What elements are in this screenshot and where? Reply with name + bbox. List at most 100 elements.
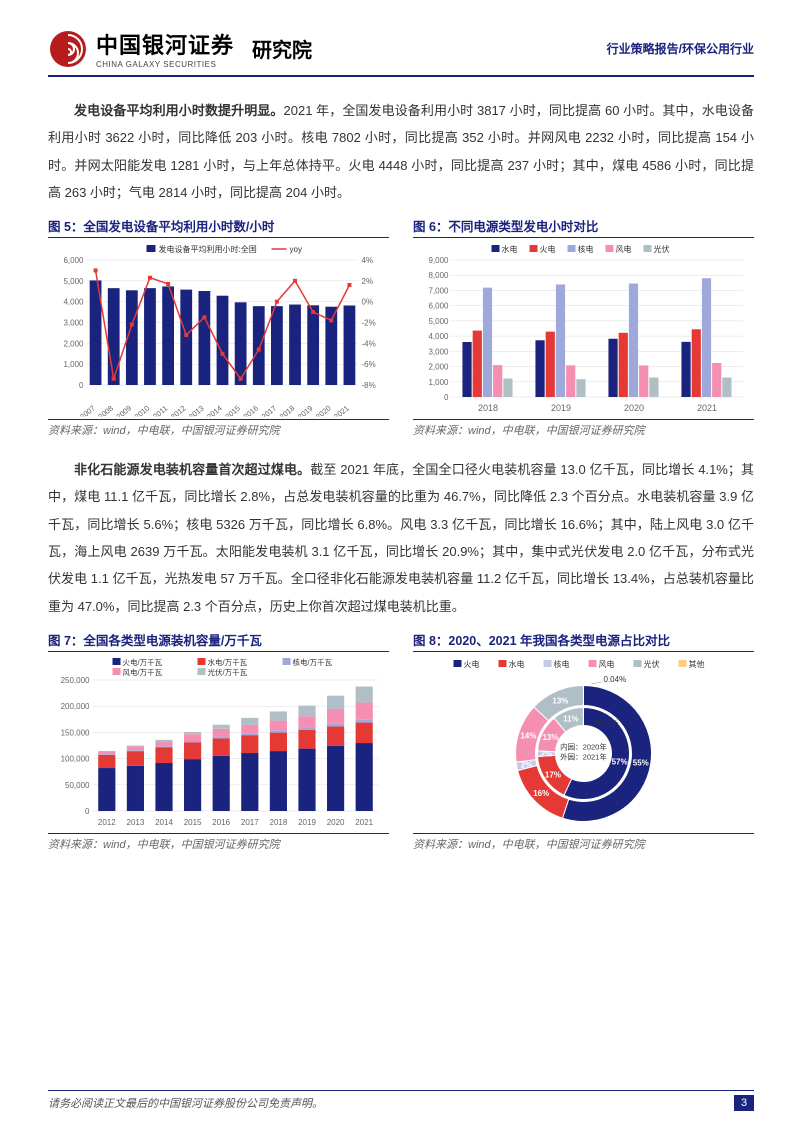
svg-text:-4%: -4% — [362, 340, 376, 349]
svg-text:光伏: 光伏 — [644, 659, 660, 669]
svg-text:2013: 2013 — [187, 404, 206, 417]
svg-text:yoy: yoy — [290, 245, 302, 254]
page-header: 中国银河证券 CHINA GALAXY SECURITIES 研究院 行业策略报… — [48, 28, 754, 77]
svg-text:2%: 2% — [521, 760, 533, 769]
fig5-source: 资料来源：wind，中电联，中国银河证券研究院 — [48, 419, 389, 438]
svg-text:2012: 2012 — [98, 818, 116, 827]
svg-text:2016: 2016 — [212, 818, 230, 827]
page-number: 3 — [734, 1095, 754, 1111]
svg-text:风电: 风电 — [599, 659, 615, 669]
svg-text:13%: 13% — [552, 696, 568, 705]
svg-text:2011: 2011 — [151, 404, 169, 417]
svg-text:55%: 55% — [633, 759, 649, 768]
svg-text:2021: 2021 — [332, 404, 351, 417]
svg-text:2017: 2017 — [241, 818, 259, 827]
para2-lead: 非化石能源发电装机容量首次超过煤电。 — [74, 462, 310, 477]
svg-text:6,000: 6,000 — [428, 302, 449, 311]
svg-text:-6%: -6% — [362, 360, 376, 369]
svg-text:3,000: 3,000 — [63, 319, 84, 328]
svg-text:2009: 2009 — [115, 404, 134, 417]
svg-text:7,000: 7,000 — [428, 287, 449, 296]
logo-en: CHINA GALAXY SECURITIES — [96, 60, 234, 69]
svg-text:0%: 0% — [362, 298, 374, 307]
svg-text:57%: 57% — [612, 758, 628, 767]
svg-text:2010: 2010 — [133, 404, 152, 417]
svg-text:风电: 风电 — [616, 244, 632, 254]
para2-body: 截至 2021 年底，全国全口径火电装机容量 13.0 亿千瓦，同比增长 4.1… — [48, 462, 754, 613]
fig8-chart: 火电水电核电风电光伏其他55%16%2%14%13%57%17%2%13%11%… — [413, 656, 754, 831]
svg-text:水电: 水电 — [502, 244, 518, 254]
svg-text:光伏: 光伏 — [654, 244, 670, 254]
fig7-title: 图 7：全国各类型电源装机容量/万千瓦 — [48, 630, 389, 652]
svg-text:2020: 2020 — [327, 818, 345, 827]
svg-text:光伏/万千瓦: 光伏/万千瓦 — [208, 667, 248, 677]
svg-text:外园：2021年: 外园：2021年 — [560, 751, 607, 761]
fig5-chart: 发电设备平均利用小时:全国yoy01,0002,0003,0004,0005,0… — [48, 242, 389, 417]
svg-text:2008: 2008 — [96, 404, 115, 417]
svg-text:14%: 14% — [520, 732, 536, 741]
svg-text:2015: 2015 — [184, 818, 202, 827]
svg-text:2018: 2018 — [478, 403, 498, 413]
svg-text:其他: 其他 — [689, 659, 705, 669]
svg-text:2,000: 2,000 — [428, 363, 449, 372]
svg-text:2012: 2012 — [169, 404, 188, 417]
logo-icon — [48, 29, 88, 69]
svg-text:2016: 2016 — [241, 404, 260, 417]
svg-text:核电/万千瓦: 核电/万千瓦 — [293, 657, 333, 667]
svg-text:16%: 16% — [533, 789, 549, 798]
svg-text:5,000: 5,000 — [428, 317, 449, 326]
fig8-block: 图 8：2020、2021 年我国各类型电源占比对比 火电水电核电风电光伏其他5… — [413, 630, 754, 866]
svg-text:0: 0 — [85, 807, 90, 816]
svg-text:200,000: 200,000 — [61, 702, 90, 711]
svg-text:9,000: 9,000 — [428, 256, 449, 265]
svg-text:水电: 水电 — [509, 659, 525, 669]
svg-text:4,000: 4,000 — [428, 332, 449, 341]
svg-text:2021: 2021 — [697, 403, 717, 413]
header-category: 行业策略报告/环保公用行业 — [607, 40, 754, 57]
fig6-source: 资料来源：wind，中电联，中国银河证券研究院 — [413, 419, 754, 438]
svg-text:2020: 2020 — [314, 404, 333, 417]
svg-text:风电/万千瓦: 风电/万千瓦 — [123, 667, 163, 677]
svg-text:50,000: 50,000 — [65, 781, 90, 790]
svg-text:1,000: 1,000 — [428, 378, 449, 387]
svg-text:150,000: 150,000 — [61, 728, 90, 737]
fig6-block: 图 6：不同电源类型发电小时对比 水电火电核电风电光伏01,0002,0003,… — [413, 216, 754, 452]
svg-text:发电设备平均利用小时:全国: 发电设备平均利用小时:全国 — [159, 244, 257, 254]
svg-text:0: 0 — [444, 393, 449, 402]
svg-text:2015: 2015 — [223, 404, 242, 417]
footer-disclaimer: 请务必阅读正文最后的中国银河证券股份公司免责声明。 — [48, 1095, 323, 1111]
svg-text:2019: 2019 — [298, 818, 316, 827]
fig7-source: 资料来源：wind，中电联，中国银河证券研究院 — [48, 833, 389, 852]
svg-text:2018: 2018 — [278, 404, 297, 417]
svg-text:2019: 2019 — [551, 403, 571, 413]
svg-text:17%: 17% — [545, 770, 561, 779]
para1-lead: 发电设备平均利用小时数提升明显。 — [74, 103, 284, 118]
logo-institute: 研究院 — [252, 34, 312, 63]
svg-text:1,000: 1,000 — [63, 360, 84, 369]
svg-text:水电/万千瓦: 水电/万千瓦 — [208, 657, 248, 667]
svg-text:250,000: 250,000 — [61, 676, 90, 685]
fig8-source: 资料来源：wind，中电联，中国银河证券研究院 — [413, 833, 754, 852]
svg-text:2%: 2% — [362, 277, 374, 286]
logo-cn: 中国银河证券 — [96, 28, 234, 60]
svg-text:-8%: -8% — [362, 381, 376, 390]
svg-text:6,000: 6,000 — [63, 256, 84, 265]
svg-text:11%: 11% — [563, 715, 579, 724]
svg-text:0.02%: 0.02% — [596, 718, 619, 727]
svg-text:核电: 核电 — [578, 244, 594, 254]
fig6-chart: 水电火电核电风电光伏01,0002,0003,0004,0005,0006,00… — [413, 242, 754, 417]
svg-text:4%: 4% — [362, 256, 374, 265]
svg-text:2017: 2017 — [260, 404, 279, 417]
svg-text:2019: 2019 — [296, 404, 315, 417]
svg-text:2,000: 2,000 — [63, 340, 84, 349]
fig7-chart: 火电/万千瓦水电/万千瓦核电/万千瓦风电/万千瓦光伏/万千瓦050,000100… — [48, 656, 389, 831]
svg-text:2013: 2013 — [127, 818, 145, 827]
svg-text:2007: 2007 — [78, 404, 97, 417]
fig6-title: 图 6：不同电源类型发电小时对比 — [413, 216, 754, 238]
fig7-block: 图 7：全国各类型电源装机容量/万千瓦 火电/万千瓦水电/万千瓦核电/万千瓦风电… — [48, 630, 389, 866]
svg-text:内园：2020年: 内园：2020年 — [560, 741, 607, 751]
svg-text:火电: 火电 — [540, 244, 556, 254]
svg-text:2020: 2020 — [624, 403, 644, 413]
fig5-title: 图 5：全国发电设备平均利用小时数/小时 — [48, 216, 389, 238]
svg-text:100,000: 100,000 — [61, 755, 90, 764]
